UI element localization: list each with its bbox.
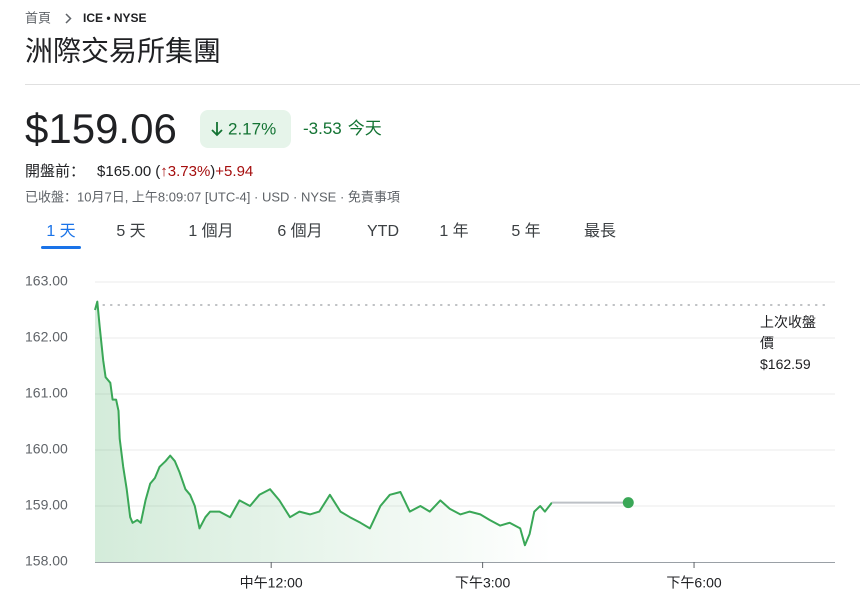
y-tick-label: 163.00 <box>25 273 68 289</box>
company-name: 洲際交易所集團 <box>25 35 221 66</box>
y-tick-label: 158.00 <box>25 553 68 569</box>
breadcrumb-ticker: ICE • NYSE <box>83 11 147 25</box>
prev-close-label: 上次收盤價 $162.59 <box>760 312 826 375</box>
y-tick-label: 160.00 <box>25 441 68 457</box>
premarket-change: +5.94 <box>215 163 253 180</box>
paren: ( <box>155 163 160 180</box>
change-percent: 2.17% <box>228 119 276 138</box>
tab-indicator <box>41 246 81 249</box>
paren: ) <box>210 163 215 180</box>
prev-close-title: 上次收盤價 <box>760 314 816 351</box>
change-period: 今天 <box>348 119 382 138</box>
range-tab[interactable]: 1 年 <box>439 222 468 240</box>
range-tab[interactable]: 最長 <box>584 222 616 240</box>
price-area <box>95 301 552 562</box>
y-tick-label: 161.00 <box>25 385 68 401</box>
premarket-percent: ↑3.73% <box>160 163 210 180</box>
change-chip <box>200 110 291 148</box>
price-line <box>94 300 553 547</box>
range-tab[interactable]: 5 天 <box>116 223 145 240</box>
breadcrumb-home[interactable]: 首頁 <box>25 10 51 25</box>
down-arrow <box>211 122 223 137</box>
premarket: 開盤前： $165.00 (↑3.73%)+5.94 <box>25 163 253 180</box>
range-tab[interactable]: 5 年 <box>511 222 540 240</box>
price: $159.06 <box>25 105 177 152</box>
prev-close-text: 上次收盤價 $162.59 <box>760 312 826 375</box>
chart: 158.00 159.00 160.00 161.00 162.00 163.00 中午12… <box>25 273 835 591</box>
y-tick-label: 162.00 <box>25 329 68 345</box>
y-tick-label: 159.00 <box>25 497 68 513</box>
change-value: -3.53 <box>303 119 342 138</box>
range-tab[interactable]: YTD <box>367 223 399 240</box>
change: -3.53 今天 <box>303 119 382 138</box>
range-tab[interactable]: 6 個月 <box>277 222 322 240</box>
range-tab[interactable]: 1 個月 <box>188 222 233 240</box>
x-tick-label: 下午6:00 <box>666 575 721 591</box>
current-point <box>622 497 634 509</box>
range-tab[interactable]: 1 天 <box>46 223 75 240</box>
premarket-price: $165.00 <box>97 163 151 180</box>
x-tick-label: 下午3:00 <box>455 575 510 591</box>
x-tick-label: 中午12:00 <box>240 575 303 591</box>
prev-close-value: $162.59 <box>760 356 811 372</box>
meta: 已收盤：10月7日, 上午8:09:07 [UTC-4] · USD · NYS… <box>25 189 400 204</box>
chevron <box>65 13 72 24</box>
premarket-label: 開盤前： <box>25 163 85 180</box>
range-tabs: 1 天 5 天 1 個月 6 個月 YTD 1 年 5 年 最長 <box>41 222 616 249</box>
